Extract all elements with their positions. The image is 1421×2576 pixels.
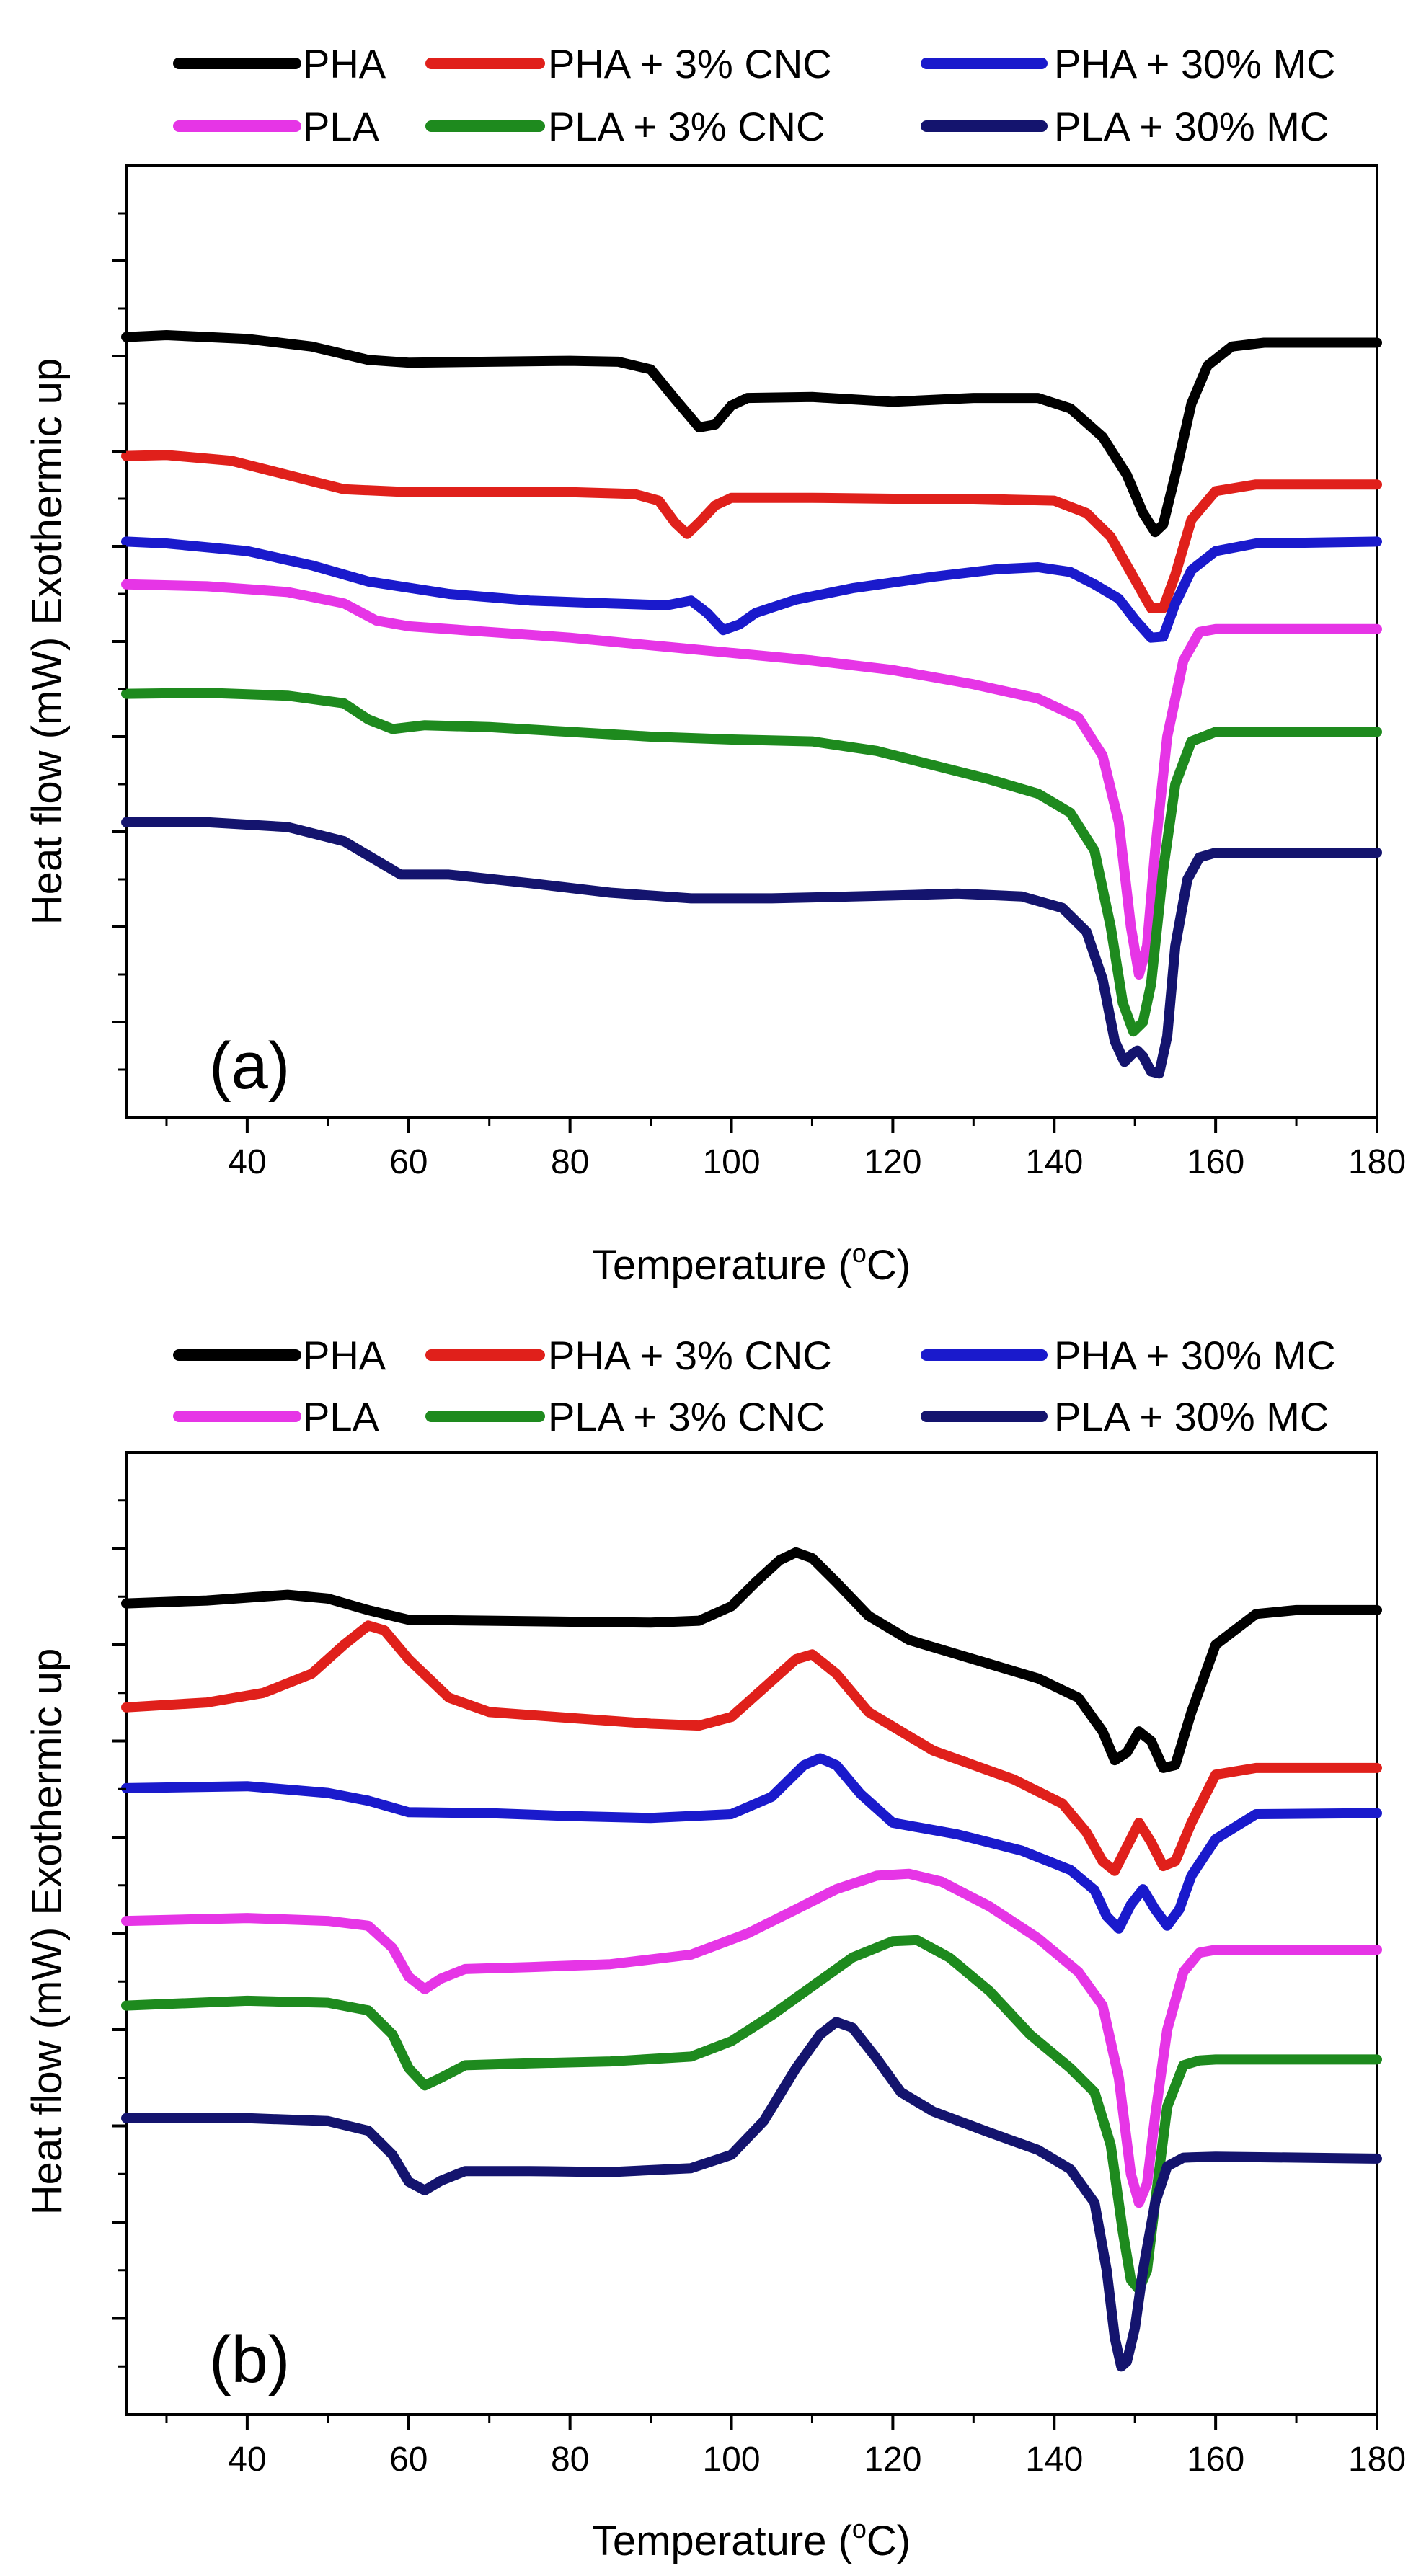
series-line-pla-30pct-mc-a: [121, 817, 1382, 1079]
legend-label-pla-cnc-a: PLA + 3% CNC: [548, 104, 825, 149]
legend-label-pla-a: PLA: [303, 104, 379, 149]
series-line-pla-30pct-mc-b: [121, 2017, 1382, 2372]
x-tick-label-40-b: 40: [228, 2440, 266, 2479]
x-axis-title-a: Temperature (oC): [592, 1238, 911, 1289]
legend-a: PHA PHA + 3% CNC PHA + 30% MC PLA PLA + …: [173, 41, 1336, 149]
series-group-a: [121, 330, 1382, 1079]
legend-label-pla-mc-a: PLA + 30% MC: [1054, 104, 1329, 149]
series-line-pha-3pct-cnc-b: [121, 1620, 1382, 1876]
legend-label-pla-b: PLA: [303, 1394, 379, 1439]
x-tick-label-60-a: 60: [389, 1143, 428, 1181]
x-tick-label-180-b: 180: [1348, 2440, 1406, 2479]
panel-b: PHA PHA + 3% CNC PHA + 30% MC PLA PLA + …: [24, 1333, 1406, 2564]
x-tick-label-60-b: 60: [389, 2440, 428, 2479]
legend-b: PHA PHA + 3% CNC PHA + 30% MC PLA PLA + …: [173, 1333, 1336, 1439]
x-tick-label-80-a: 80: [551, 1143, 589, 1181]
series-line-pla-3pct-cnc-a: [121, 688, 1382, 1037]
x-tick-label-160-b: 160: [1187, 2440, 1244, 2479]
legend-label-pla-cnc-b: PLA + 3% CNC: [548, 1394, 825, 1439]
y-axis-title-a: Heat flow (mW) Exothermic up: [24, 358, 71, 925]
ticks-b: 40 60 80 100 120 140 160 180: [112, 1499, 1406, 2479]
legend-label-pha-a: PHA: [303, 41, 386, 86]
x-tick-label-140-b: 140: [1025, 2440, 1083, 2479]
x-axis-title-b: Temperature (oC): [592, 2514, 911, 2564]
series-group-b: [121, 1547, 1382, 2372]
legend-label-pha-b: PHA: [303, 1333, 386, 1378]
x-tick-label-80-b: 80: [551, 2440, 589, 2479]
x-tick-label-120-b: 120: [864, 2440, 921, 2479]
legend-label-pha-cnc-b: PHA + 3% CNC: [548, 1333, 832, 1378]
panel-label-b: (b): [209, 2323, 290, 2397]
x-tick-label-100-b: 100: [702, 2440, 760, 2479]
legend-label-pha-cnc-a: PHA + 3% CNC: [548, 41, 832, 86]
legend-label-pha-mc-a: PHA + 30% MC: [1054, 41, 1336, 86]
x-tick-label-120-a: 120: [864, 1143, 921, 1181]
legend-label-pha-mc-b: PHA + 30% MC: [1054, 1333, 1336, 1378]
series-line-pla-b: [121, 1868, 1382, 2208]
series-line-pha-30pct-mc-a: [121, 536, 1382, 643]
x-tick-label-160-a: 160: [1187, 1143, 1244, 1181]
series-line-pha-b: [121, 1547, 1382, 1773]
x-tick-label-100-a: 100: [702, 1143, 760, 1181]
series-line-pha-3pct-cnc-a: [121, 450, 1382, 613]
panel-a: PHA PHA + 3% CNC PHA + 30% MC PLA PLA + …: [24, 41, 1406, 1289]
series-line-pha-30pct-mc-b: [121, 1753, 1382, 1934]
series-line-pla-a: [121, 579, 1382, 980]
x-tick-label-180-a: 180: [1348, 1143, 1406, 1181]
series-line-pla-3pct-cnc-b: [121, 1935, 1382, 2295]
legend-label-pla-mc-b: PLA + 30% MC: [1054, 1394, 1329, 1439]
ticks-a: 40 60 80 100 120 140 160 180: [112, 212, 1406, 1181]
panel-label-a: (a): [209, 1029, 290, 1103]
series-line-pha-a: [121, 330, 1382, 538]
y-axis-title-b: Heat flow (mW) Exothermic up: [24, 1648, 71, 2215]
x-tick-label-140-a: 140: [1025, 1143, 1083, 1181]
x-tick-label-40-a: 40: [228, 1143, 266, 1181]
